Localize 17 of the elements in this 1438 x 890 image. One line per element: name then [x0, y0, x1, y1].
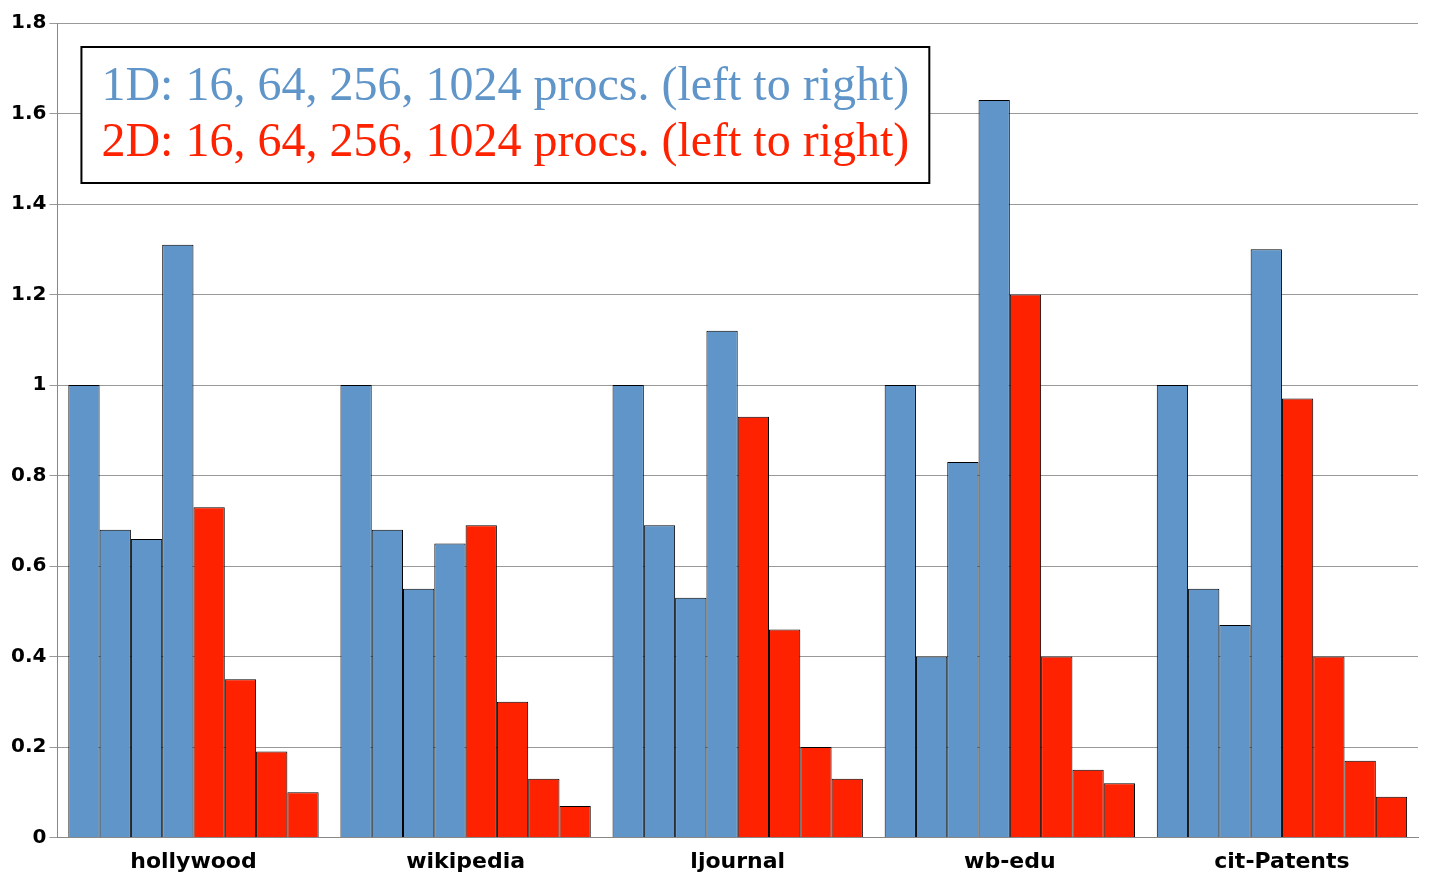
y-tick-label: 0.4: [10, 642, 47, 667]
y-tick-label: 1: [32, 371, 47, 396]
y-tick-label: 1.6: [10, 99, 47, 124]
y-tick-label: 0.8: [10, 461, 47, 486]
x-tick-label: cit-Patents: [1214, 847, 1350, 873]
annotation: 1D: 16, 64, 256, 1024 procs. (left to right): [101, 56, 910, 111]
x-tick-label: wb-edu: [964, 847, 1056, 873]
y-tick-label: 1.2: [10, 280, 47, 305]
y-tick-label: 1.4: [10, 190, 47, 215]
x-tick-label: ljournal: [690, 847, 786, 873]
y-tick-label: 0.2: [10, 733, 47, 758]
x-tick-label: hollywood: [130, 847, 257, 873]
x-tick-label: wikipedia: [406, 847, 526, 873]
y-tick-label: 0.6: [10, 552, 47, 577]
y-tick-label: 1.8: [10, 9, 47, 34]
y-tick-label: 0: [32, 823, 47, 848]
annotation: 2D: 16, 64, 256, 1024 procs. (left to right): [101, 112, 910, 167]
